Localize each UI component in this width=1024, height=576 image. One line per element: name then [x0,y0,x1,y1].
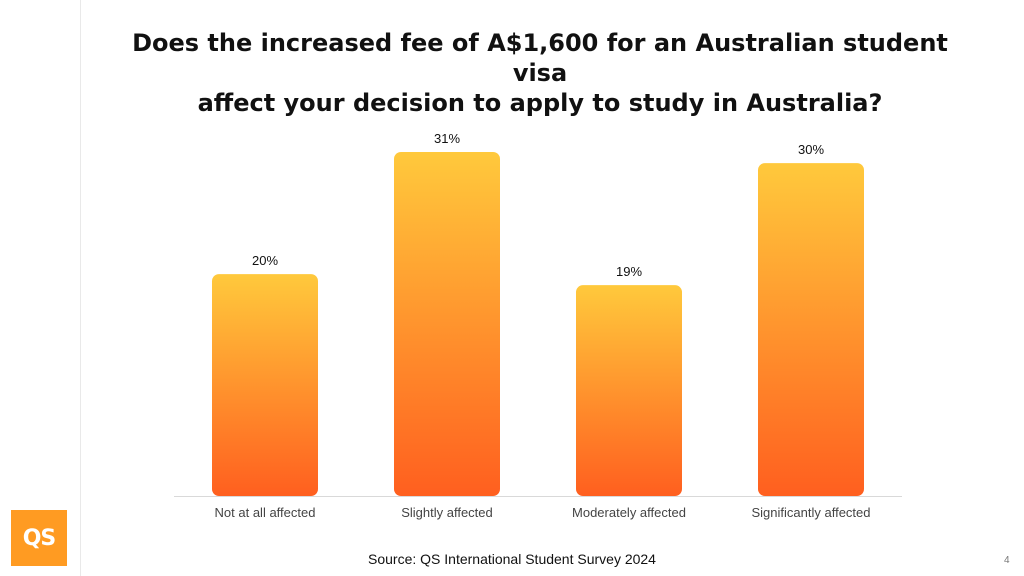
value-label-1: 31% [434,131,460,146]
left-divider [80,0,81,576]
value-label-0: 20% [252,253,278,268]
qs-logo-text: QS [22,525,57,551]
chart-title: Does the increased fee of A$1,600 for an… [120,28,960,118]
category-label-2: Moderately affected [572,505,686,520]
bar-1 [394,152,500,496]
value-label-3: 30% [798,142,824,157]
source-note: Source: QS International Student Survey … [368,551,656,567]
category-label-0: Not at all affected [215,505,316,520]
bar-2 [576,285,682,496]
bar-0 [212,274,318,496]
qs-logo: QS [11,510,67,566]
bar-3 [758,163,864,496]
chart-title-line-1: Does the increased fee of A$1,600 for an… [132,29,948,87]
category-label-1: Slightly affected [401,505,493,520]
category-label-3: Significantly affected [752,505,871,520]
page-number: 4 [1004,555,1010,566]
labels-group: 20% Not at all affected 31% Slightly affect… [215,131,871,520]
chart-title-line-2: affect your decision to apply to study i… [197,89,883,117]
bars-group [212,152,864,496]
value-label-2: 19% [616,264,642,279]
